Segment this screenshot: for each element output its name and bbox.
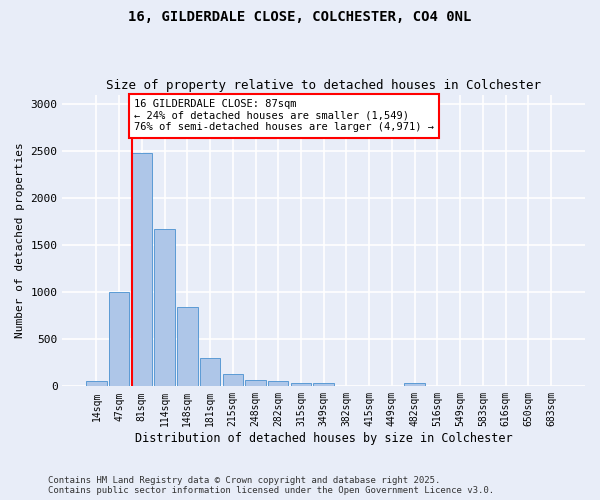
Bar — [200, 358, 220, 386]
Text: 16 GILDERDALE CLOSE: 87sqm
← 24% of detached houses are smaller (1,549)
76% of s: 16 GILDERDALE CLOSE: 87sqm ← 24% of deta… — [134, 100, 434, 132]
Text: 16, GILDERDALE CLOSE, COLCHESTER, CO4 0NL: 16, GILDERDALE CLOSE, COLCHESTER, CO4 0N… — [128, 10, 472, 24]
Bar — [268, 381, 289, 386]
Bar — [291, 382, 311, 386]
Bar — [245, 380, 266, 386]
Bar — [313, 382, 334, 386]
Bar — [131, 153, 152, 386]
Title: Size of property relative to detached houses in Colchester: Size of property relative to detached ho… — [106, 79, 541, 92]
Text: Contains HM Land Registry data © Crown copyright and database right 2025.
Contai: Contains HM Land Registry data © Crown c… — [48, 476, 494, 495]
Bar — [177, 308, 197, 386]
Bar — [404, 383, 425, 386]
Y-axis label: Number of detached properties: Number of detached properties — [15, 142, 25, 338]
Bar — [86, 381, 107, 386]
Bar — [109, 292, 130, 386]
X-axis label: Distribution of detached houses by size in Colchester: Distribution of detached houses by size … — [135, 432, 512, 445]
Bar — [154, 229, 175, 386]
Bar — [223, 374, 243, 386]
